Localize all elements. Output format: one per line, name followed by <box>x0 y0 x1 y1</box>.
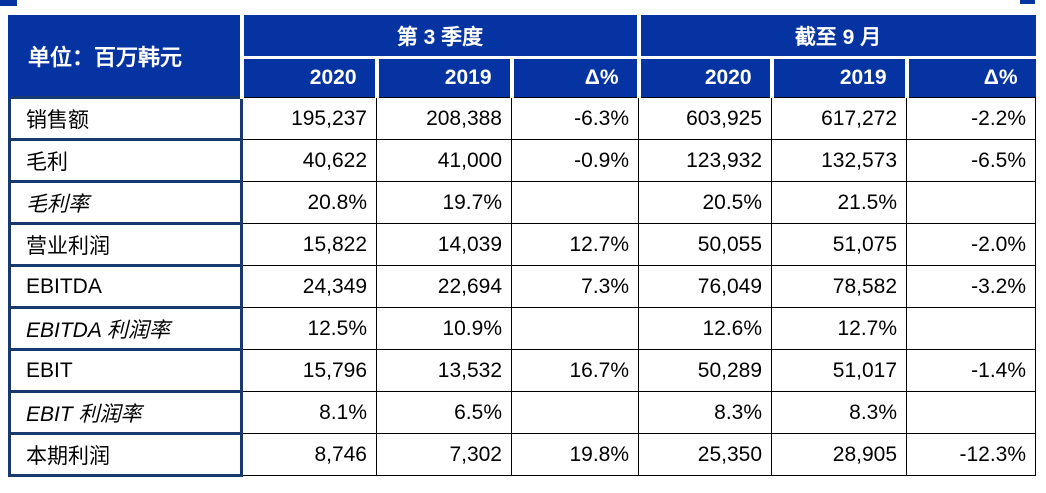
cell: 51,075 <box>771 223 908 266</box>
cell: -6.5% <box>906 139 1037 182</box>
cell <box>510 307 640 350</box>
cell: 132,573 <box>771 139 908 182</box>
cell <box>906 181 1037 224</box>
table-row-gross-margin: 毛利率 20.8% 19.7% 20.5% 21.5% <box>8 180 1037 225</box>
cell: 76,049 <box>638 265 773 308</box>
column-group-q3: 第 3 季度 <box>239 15 641 59</box>
col-header-ytd-2020: 2020 <box>636 57 774 98</box>
cell: 51,017 <box>771 349 908 392</box>
sub-header-row: 2020 2019 Δ% 2020 2019 Δ% <box>10 57 1036 98</box>
row-label: 毛利率 <box>8 180 243 225</box>
cell: 41,000 <box>376 139 512 182</box>
cell: 22,694 <box>376 265 512 308</box>
cell: 123,932 <box>638 139 773 182</box>
cell <box>906 391 1037 434</box>
cell: 13,532 <box>376 349 512 392</box>
table-header: 单位：百万韩元 第 3 季度 截至 9 月 2020 2019 Δ% 2020 … <box>8 15 1036 98</box>
table-row-ebitda-margin: EBITDA 利润率 12.5% 10.9% 12.6% 12.7% <box>8 306 1037 351</box>
table-row-ebitda: EBITDA 24,349 22,694 7.3% 76,049 78,582 … <box>8 264 1037 309</box>
cell: 15,796 <box>241 349 377 392</box>
cell: 15,822 <box>241 223 377 266</box>
row-label: 销售额 <box>8 96 243 141</box>
cell: 24,349 <box>241 265 377 308</box>
group-header-row: 单位：百万韩元 第 3 季度 截至 9 月 <box>8 15 1036 98</box>
column-group-ytd-september: 截至 9 月 <box>636 15 1036 59</box>
cell: -1.4% <box>906 349 1037 392</box>
cell: -2.2% <box>906 97 1037 140</box>
cell: 12.7% <box>510 223 640 266</box>
cell: 12.7% <box>771 307 908 350</box>
cell: 195,237 <box>241 97 377 140</box>
cell: 208,388 <box>376 97 512 140</box>
top-right-accent-bar <box>1020 0 1035 4</box>
cell: 8.3% <box>771 391 908 434</box>
col-header-q3-delta: Δ% <box>509 57 641 98</box>
cell: 50,055 <box>638 223 773 266</box>
row-label: EBITDA 利润率 <box>8 306 243 351</box>
cell: 7.3% <box>510 265 640 308</box>
cell: 50,289 <box>638 349 773 392</box>
row-label: 毛利 <box>8 138 243 183</box>
table-row-net-profit: 本期利润 8,746 7,302 19.8% 25,350 28,905 -12… <box>8 432 1037 477</box>
cell: -3.2% <box>906 265 1037 308</box>
cell: 12.5% <box>241 307 377 350</box>
col-header-q3-2020: 2020 <box>239 57 379 98</box>
cell: 25,350 <box>638 433 773 476</box>
cell <box>510 391 640 434</box>
col-header-ytd-2019: 2019 <box>769 57 909 98</box>
col-header-ytd-delta: Δ% <box>904 57 1036 98</box>
cell: 20.8% <box>241 181 377 224</box>
table-row-ebit-margin: EBIT 利润率 8.1% 6.5% 8.3% 8.3% <box>8 390 1037 435</box>
table-body: 销售额 195,237 208,388 -6.3% 603,925 617,27… <box>8 96 1037 477</box>
cell: 19.8% <box>510 433 640 476</box>
row-label: 本期利润 <box>8 432 243 477</box>
cell: 6.5% <box>376 391 512 434</box>
cell: 10.9% <box>376 307 512 350</box>
cell: 21.5% <box>771 181 908 224</box>
cell: 8.3% <box>638 391 773 434</box>
cell: 28,905 <box>771 433 908 476</box>
cell: 20.5% <box>638 181 773 224</box>
cell: 19.7% <box>376 181 512 224</box>
table-row-operating-profit: 营业利润 15,822 14,039 12.7% 50,055 51,075 -… <box>8 222 1037 267</box>
cell: -6.3% <box>510 97 640 140</box>
unit-label: 单位：百万韩元 <box>8 15 244 98</box>
row-label: EBITDA <box>8 264 243 309</box>
cell: 603,925 <box>638 97 773 140</box>
row-label: EBIT <box>8 348 243 393</box>
row-label: 营业利润 <box>8 222 243 267</box>
cell: 78,582 <box>771 265 908 308</box>
table-row-sales: 销售额 195,237 208,388 -6.3% 603,925 617,27… <box>8 96 1037 141</box>
cell: -2.0% <box>906 223 1037 266</box>
cell: 12.6% <box>638 307 773 350</box>
row-label: EBIT 利润率 <box>8 390 243 435</box>
cell: 7,302 <box>376 433 512 476</box>
cell: 40,622 <box>241 139 377 182</box>
financial-results-table: 单位：百万韩元 第 3 季度 截至 9 月 2020 2019 Δ% 2020 … <box>8 15 1037 477</box>
cell: 14,039 <box>376 223 512 266</box>
cell: 8.1% <box>241 391 377 434</box>
cell <box>510 181 640 224</box>
cell: 617,272 <box>771 97 908 140</box>
cell: -0.9% <box>510 139 640 182</box>
cell: -12.3% <box>906 433 1037 476</box>
col-header-q3-2019: 2019 <box>374 57 514 98</box>
top-left-accent-bar <box>0 0 17 6</box>
table-row-ebit: EBIT 15,796 13,532 16.7% 50,289 51,017 -… <box>8 348 1037 393</box>
cell: 8,746 <box>241 433 377 476</box>
table-row-gross-profit: 毛利 40,622 41,000 -0.9% 123,932 132,573 -… <box>8 138 1037 183</box>
cell <box>906 307 1037 350</box>
cell: 16.7% <box>510 349 640 392</box>
